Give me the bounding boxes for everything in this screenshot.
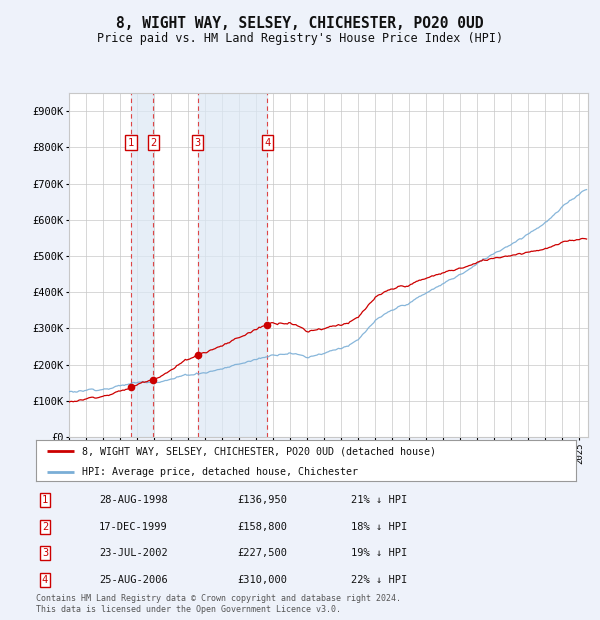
Text: 2: 2 <box>150 138 157 148</box>
Bar <box>131 93 154 437</box>
Text: 22% ↓ HPI: 22% ↓ HPI <box>351 575 407 585</box>
Text: 19% ↓ HPI: 19% ↓ HPI <box>351 548 407 559</box>
Bar <box>197 93 267 437</box>
Text: 17-DEC-1999: 17-DEC-1999 <box>99 521 168 532</box>
Text: HPI: Average price, detached house, Chichester: HPI: Average price, detached house, Chic… <box>82 467 358 477</box>
Text: 8, WIGHT WAY, SELSEY, CHICHESTER, PO20 0UD: 8, WIGHT WAY, SELSEY, CHICHESTER, PO20 0… <box>116 16 484 31</box>
Text: 1: 1 <box>128 138 134 148</box>
Text: Contains HM Land Registry data © Crown copyright and database right 2024.
This d: Contains HM Land Registry data © Crown c… <box>36 595 401 614</box>
Text: 1: 1 <box>42 495 48 505</box>
Text: 4: 4 <box>42 575 48 585</box>
Text: 8, WIGHT WAY, SELSEY, CHICHESTER, PO20 0UD (detached house): 8, WIGHT WAY, SELSEY, CHICHESTER, PO20 0… <box>82 446 436 456</box>
Text: £158,800: £158,800 <box>237 521 287 532</box>
Text: 3: 3 <box>194 138 201 148</box>
Text: 18% ↓ HPI: 18% ↓ HPI <box>351 521 407 532</box>
Text: 3: 3 <box>42 548 48 559</box>
Text: 28-AUG-1998: 28-AUG-1998 <box>99 495 168 505</box>
Text: 23-JUL-2002: 23-JUL-2002 <box>99 548 168 559</box>
Text: £310,000: £310,000 <box>237 575 287 585</box>
Text: 25-AUG-2006: 25-AUG-2006 <box>99 575 168 585</box>
Text: 4: 4 <box>264 138 271 148</box>
Text: Price paid vs. HM Land Registry's House Price Index (HPI): Price paid vs. HM Land Registry's House … <box>97 32 503 45</box>
Text: 2: 2 <box>42 521 48 532</box>
Text: £136,950: £136,950 <box>237 495 287 505</box>
Text: £227,500: £227,500 <box>237 548 287 559</box>
Text: 21% ↓ HPI: 21% ↓ HPI <box>351 495 407 505</box>
